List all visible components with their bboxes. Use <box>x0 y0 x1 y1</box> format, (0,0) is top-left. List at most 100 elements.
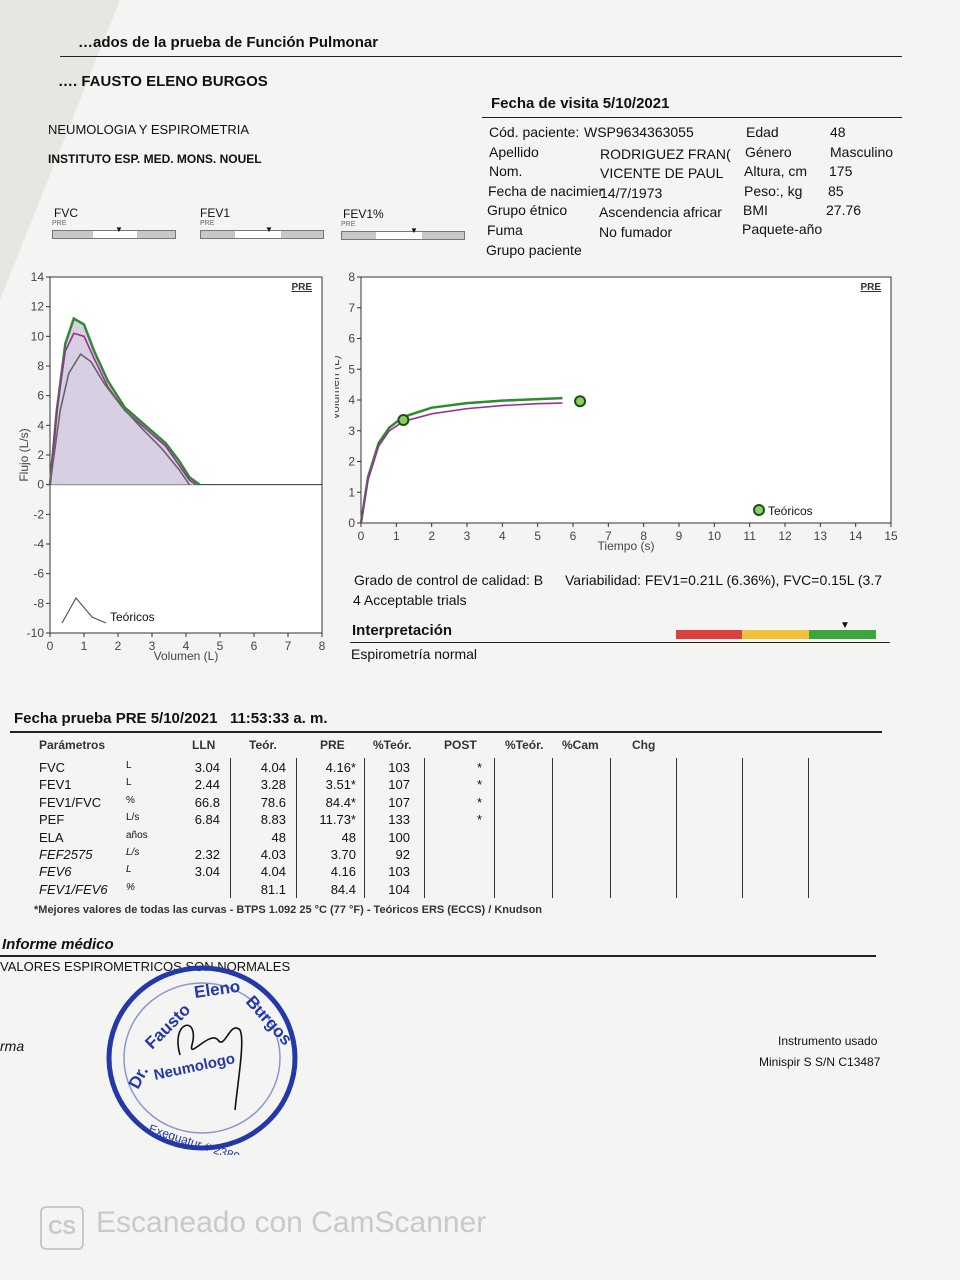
instrument-value: Minispir S S/N C13487 <box>759 1055 881 1069</box>
x-tick-label: 4 <box>183 639 190 653</box>
quality-grade: Grado de control de calidad: B <box>354 572 544 588</box>
col-divider-1 <box>230 758 231 898</box>
cell-pct: 107 <box>388 777 410 793</box>
bmi-label: BMI <box>743 202 768 218</box>
x-axis-label: Tiempo (s) <box>598 539 655 553</box>
x-tick-label: 13 <box>814 529 828 543</box>
fev1pct-gauge-bar: ▼ <box>341 226 465 240</box>
cell-pct: 103 <box>388 760 410 775</box>
y-axis-label: Flujo (L/s) <box>18 428 31 481</box>
table-row: PEF L/s 6.84 8.83 11.73* 133 * <box>30 812 890 829</box>
cell-param: PEF <box>39 812 65 828</box>
fev1-gauge-pre: PRE <box>200 220 215 227</box>
y-tick-label: -8 <box>33 596 44 610</box>
camscanner-logo-icon: CS <box>40 1206 84 1250</box>
scale-yellow <box>742 630 809 639</box>
x-tick-label: 5 <box>534 529 541 543</box>
ethnic-label: Grupo étnico <box>487 202 568 218</box>
cell-unit: L/s <box>126 847 140 858</box>
group-label: Grupo paciente <box>486 242 582 258</box>
x-tick-label: 9 <box>676 529 683 543</box>
x-tick-label: 11 <box>743 529 756 543</box>
x-tick-label: 0 <box>358 529 365 543</box>
svg-text:Fausto: Fausto <box>141 1000 194 1053</box>
x-tick-label: 5 <box>217 639 224 653</box>
y-tick-label: 14 <box>31 270 45 284</box>
cell-pre: 11.73* <box>319 812 356 828</box>
cell-lln: 2.44 <box>194 777 220 793</box>
table-footnote: *Mejores valores de todas las curvas - B… <box>34 904 543 916</box>
col-divider-8 <box>676 758 677 898</box>
y-tick-label: 6 <box>348 332 355 346</box>
doctor-stamp: Dr. Fausto Eleno Burgos Neumologo Exequa… <box>106 965 298 1155</box>
cell-param: ELA <box>39 829 64 845</box>
y-tick-label: 0 <box>348 516 355 530</box>
col-divider-3 <box>364 758 365 898</box>
cell-pre: 84.4 <box>330 881 356 897</box>
fev1-gauge-bar: ▼ <box>200 225 324 239</box>
cell-unit: L <box>126 760 132 771</box>
cell-lln: 2.32 <box>194 847 220 862</box>
bmi-value: 27.76 <box>826 202 862 218</box>
code-label: Cód. paciente: <box>489 124 580 140</box>
header-post-pct: %Teór. <box>505 738 544 752</box>
series-line <box>359 396 563 524</box>
fvc-gauge-label: FVC <box>54 206 78 220</box>
weight-label: Peso:, kg <box>744 183 803 199</box>
x-tick-label: 7 <box>285 639 292 653</box>
y-tick-label: 2 <box>37 448 44 462</box>
header-chg: Chg <box>632 738 656 752</box>
cell-unit: % <box>126 794 135 806</box>
paper-fold <box>0 0 120 300</box>
y-tick-label: 4 <box>37 418 44 432</box>
height-value: 175 <box>829 163 853 179</box>
report-title: …ados de la prueba de Función Pulmonar <box>78 34 379 51</box>
x-tick-label: 6 <box>251 639 258 653</box>
interpretation-scale: ▼ <box>676 620 876 639</box>
header-pct: %Teór. <box>373 738 412 752</box>
surname-label: Apellido <box>489 144 539 160</box>
cell-pct: 104 <box>388 881 410 897</box>
camscanner-watermark: Escaneado con CamScanner <box>96 1206 487 1239</box>
x-tick-label: 8 <box>319 639 326 653</box>
pre-tag: PRE <box>291 282 312 293</box>
y-tick-label: -2 <box>33 507 44 521</box>
cell-lln: 66.8 <box>194 794 220 810</box>
table-row: FEV6 L 3.04 4.04 4.16 103 <box>30 864 890 881</box>
cell-post: * <box>476 812 482 828</box>
x-tick-label: 7 <box>605 529 612 543</box>
cell-pct: 133 <box>388 812 410 828</box>
table-row: FEV1 L 2.44 3.28 3.51* 107 * <box>30 777 890 794</box>
department: NEUMOLOGIA Y ESPIROMETRIA <box>48 122 250 137</box>
y-tick-label: 3 <box>348 424 355 438</box>
cell-param: FEV1/FVC <box>39 794 102 810</box>
variability: Variabilidad: FEV1=0.21L (6.36%), FVC=0.… <box>565 572 882 588</box>
code-value: WSP9634363055 <box>584 124 694 140</box>
interpretation-text: Espirometría normal <box>351 646 478 662</box>
series-line <box>360 402 563 524</box>
header-teor: Teór. <box>249 738 277 752</box>
table-row: FEF2575 L/s 2.32 4.03 3.70 92 <box>30 847 890 864</box>
table-row: FEV1/FEV6% 81.1 84.4 104 <box>30 882 890 899</box>
table-row: ELA años 48 48 100 <box>30 830 890 847</box>
cell-pre: 48 <box>341 829 356 845</box>
series-line <box>49 332 197 486</box>
cell-teor: 48 <box>271 829 286 845</box>
col-divider-10 <box>808 758 809 898</box>
gender-label: Género <box>745 144 792 160</box>
scale-green <box>809 630 876 639</box>
gender-value: Masculino <box>830 144 894 160</box>
x-tick-label: 3 <box>464 529 471 543</box>
cell-teor: 8.83 <box>260 812 286 828</box>
cell-post: * <box>476 760 482 775</box>
name-value: VICENTE DE PAUL <box>600 165 724 181</box>
header-post: POST <box>444 738 477 752</box>
y-tick-label: 8 <box>37 359 44 373</box>
table-header: Parámetros LLN Teór. PRE %Teór. POST %Te… <box>30 738 890 756</box>
x-tick-label: 15 <box>884 529 898 543</box>
cell-unit: años <box>126 829 148 841</box>
cell-unit: L/s <box>126 812 140 824</box>
cell-post: * <box>476 777 482 793</box>
height-label: Altura, cm <box>744 163 808 179</box>
